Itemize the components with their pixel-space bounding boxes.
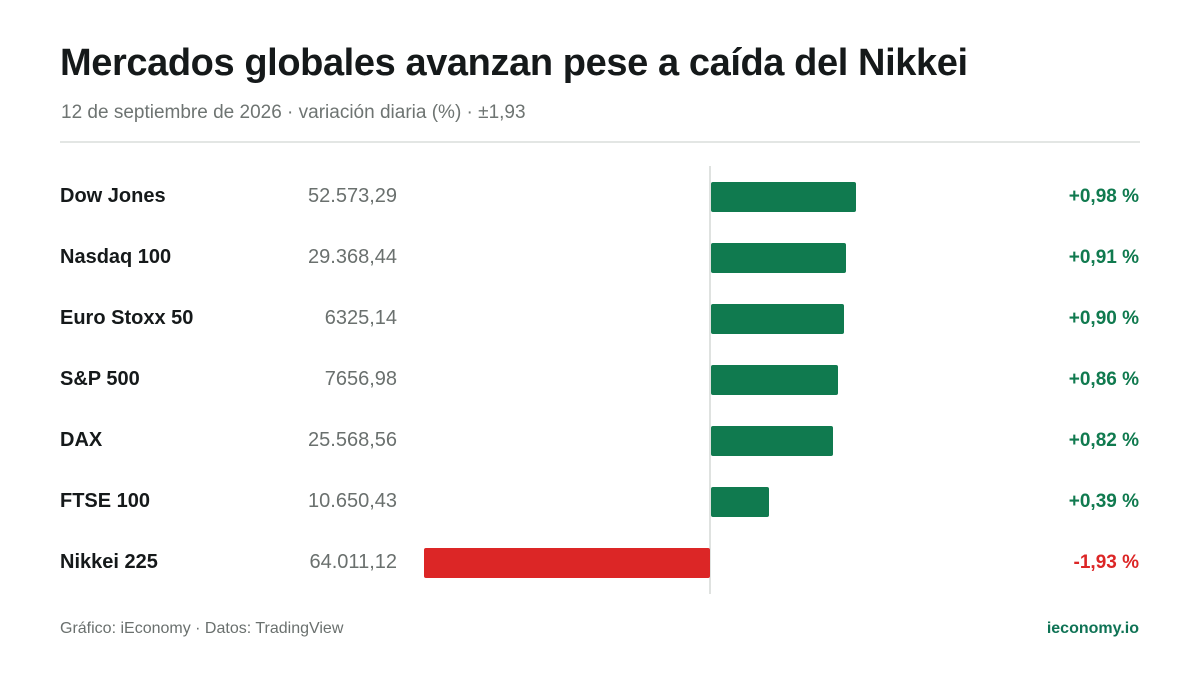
change-label: -1,93 % <box>1073 552 1139 573</box>
index-level: 6325,14 <box>324 307 397 329</box>
brand-link[interactable]: ieconomy.io <box>1046 620 1139 637</box>
zero-axis-line <box>709 166 711 594</box>
bar-positive <box>711 182 857 212</box>
index-name: FTSE 100 <box>60 490 151 512</box>
change-label: +0,86 % <box>1068 369 1139 390</box>
change-label: +0,90 % <box>1068 308 1139 329</box>
index-row: FTSE 100 10.650,43 +0,39 % <box>0 471 1200 532</box>
index-row: Nikkei 225 64.011,12 -1,93 % <box>0 532 1200 593</box>
chart-title: Mercados globales avanzan pese a caída d… <box>60 42 968 84</box>
index-name: Dow Jones <box>60 185 166 207</box>
chart-subtitle: 12 de septiembre de 2026 · variación dia… <box>61 102 526 123</box>
index-name: Nasdaq 100 <box>60 246 172 268</box>
index-level: 52.573,29 <box>308 185 397 207</box>
index-level: 7656,98 <box>324 368 397 390</box>
index-level: 29.368,44 <box>308 246 397 268</box>
change-label: +0,98 % <box>1068 186 1139 207</box>
bar-positive <box>711 304 845 334</box>
bar-positive <box>711 426 833 456</box>
bar-chart: Dow Jones 52.573,29 +0,98 % Nasdaq 100 29.36… <box>0 166 1200 594</box>
index-name: Nikkei 225 <box>60 551 158 573</box>
change-label: +0,82 % <box>1068 430 1139 451</box>
change-label: +0,39 % <box>1068 491 1139 512</box>
change-label: +0,91 % <box>1068 247 1139 268</box>
index-level: 25.568,56 <box>308 429 397 451</box>
bar-positive <box>711 243 846 273</box>
source-credit: Gráfico: iEconomy · Datos: TradingView <box>60 620 344 637</box>
bar-positive <box>711 365 839 395</box>
index-level: 10.650,43 <box>308 490 397 512</box>
bar-positive <box>711 487 769 517</box>
index-row: Nasdaq 100 29.368,44 +0,91 % <box>0 227 1200 288</box>
bar-negative <box>424 548 710 578</box>
index-row: S&P 500 7656,98 +0,86 % <box>0 349 1200 410</box>
index-name: Euro Stoxx 50 <box>60 307 194 329</box>
index-level: 64.011,12 <box>309 551 398 573</box>
index-row: DAX 25.568,56 +0,82 % <box>0 410 1200 471</box>
index-row: Euro Stoxx 50 6325,14 +0,90 % <box>0 288 1200 349</box>
index-name: DAX <box>60 429 103 451</box>
header-divider <box>60 141 1140 143</box>
index-row: Dow Jones 52.573,29 +0,98 % <box>0 166 1200 227</box>
index-name: S&P 500 <box>60 368 140 390</box>
